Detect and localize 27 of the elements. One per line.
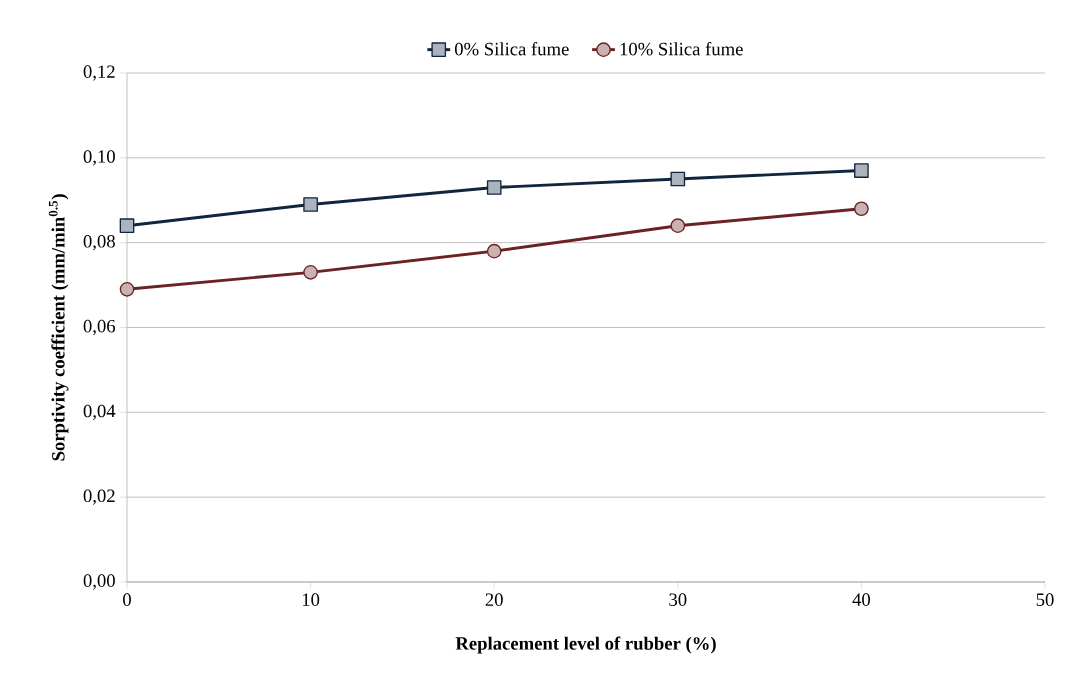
y-tick-label: 0,06 — [83, 319, 116, 336]
y-tick-label: 0,00 — [83, 574, 115, 590]
x-tick-label: 20 — [485, 593, 503, 606]
point — [670, 218, 686, 234]
x-tick-label: 30 — [669, 593, 687, 606]
legend-label: 10% Silica fume — [620, 42, 743, 56]
y-tick-label: 0,02 — [83, 489, 115, 505]
legend-label: 0% Silica fume — [454, 42, 569, 56]
point — [854, 163, 869, 178]
x-tick-label: 0 — [123, 593, 131, 606]
x-tick-label: 50 — [1036, 593, 1054, 606]
y-axis-title: Sorptivity coefficient (mm/min$^{0.5}$) — [48, 194, 69, 461]
point — [303, 265, 318, 280]
x-tick-label: 10 — [302, 593, 320, 606]
point — [303, 197, 318, 212]
y-tick-label: 0,12 — [83, 65, 115, 81]
point — [486, 243, 502, 259]
y-tick-label: 0,04 — [83, 404, 116, 420]
y-tick-label: 0,10 — [83, 150, 115, 166]
point — [119, 218, 135, 234]
point — [670, 171, 686, 187]
x-tick-label: 40 — [852, 593, 871, 606]
x-axis-title: Replacement level of rubber (%) — [455, 636, 716, 654]
point — [854, 201, 869, 217]
y-tick-label: 0,08 — [83, 235, 115, 251]
point — [119, 281, 135, 297]
point — [486, 180, 502, 195]
